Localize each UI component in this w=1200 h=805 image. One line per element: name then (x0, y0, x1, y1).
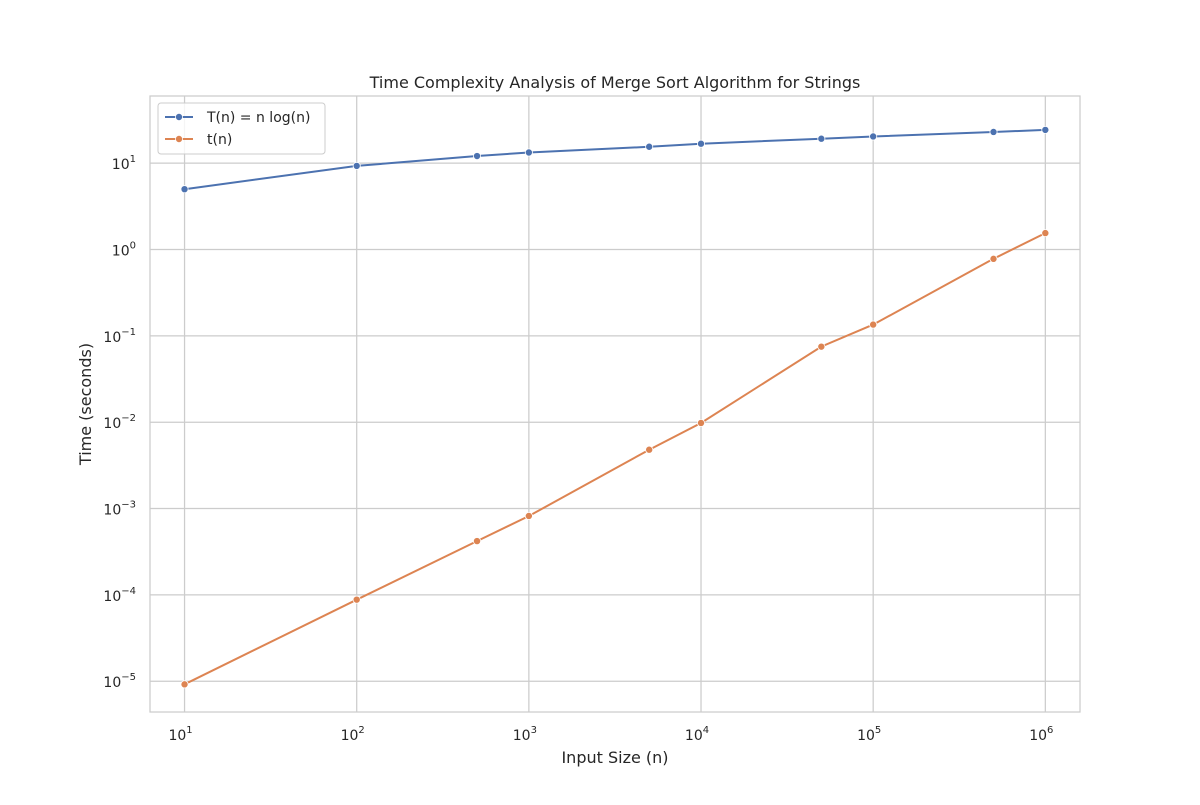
y-tick-exponent: −4 (121, 586, 136, 597)
y-tick-base: 10 (103, 416, 121, 432)
data-point-0 (645, 142, 654, 151)
y-tick-label: 10−1 (103, 327, 136, 346)
legend-box (157, 102, 326, 155)
y-axis-label: Time (seconds) (76, 343, 95, 466)
legend: T(n) = n log(n) t(n) (157, 102, 326, 155)
data-point-0 (817, 134, 826, 143)
x-tick-exponent: 6 (1047, 725, 1053, 736)
tick-layer: 101 102 103 104 105 10610−510−410−310−210−110… (103, 154, 1053, 744)
y-tick-base: 10 (103, 675, 121, 691)
y-tick-base: 10 (112, 244, 130, 260)
y-tick-label: 10−4 (103, 586, 136, 605)
data-point-1 (817, 342, 826, 351)
legend-label-1: t(n) (207, 132, 232, 148)
data-point-0 (180, 185, 189, 194)
data-point-1 (869, 320, 878, 329)
grid-layer (150, 96, 1080, 712)
series-line-1 (184, 232, 1046, 686)
data-point-1 (524, 511, 533, 520)
x-tick-exponent: 2 (358, 725, 364, 736)
y-tick-label: 101 (112, 154, 136, 173)
x-tick-label: 102 (341, 725, 365, 744)
data-point-0 (697, 139, 706, 148)
x-tick-base: 10 (513, 728, 531, 744)
series-layer (180, 125, 1050, 689)
y-tick-base: 10 (103, 330, 121, 346)
legend-marker-1 (174, 134, 183, 143)
y-tick-exponent: 0 (130, 241, 136, 252)
x-tick-base: 10 (168, 728, 186, 744)
x-tick-exponent: 1 (186, 725, 192, 736)
data-point-1 (989, 254, 998, 263)
x-tick-base: 10 (341, 728, 359, 744)
data-point-0 (869, 132, 878, 141)
plot-frame (149, 95, 1081, 713)
x-tick-label: 103 (513, 725, 537, 744)
data-point-1 (697, 418, 706, 427)
y-tick-label: 100 (112, 241, 136, 260)
y-tick-exponent: 1 (130, 154, 136, 165)
data-point-1 (180, 680, 189, 689)
x-tick-exponent: 4 (703, 725, 709, 736)
y-tick-exponent: −2 (121, 413, 136, 424)
x-tick-base: 10 (857, 728, 875, 744)
x-tick-base: 10 (685, 728, 703, 744)
data-point-0 (473, 152, 482, 161)
data-point-0 (989, 127, 998, 136)
data-point-1 (1041, 229, 1050, 238)
y-tick-base: 10 (103, 589, 121, 605)
y-tick-base: 10 (112, 157, 130, 173)
y-tick-base: 10 (103, 503, 121, 519)
y-tick-label: 10−5 (103, 672, 136, 691)
x-tick-exponent: 3 (531, 725, 537, 736)
x-tick-base: 10 (1029, 728, 1047, 744)
y-tick-exponent: −5 (121, 672, 136, 683)
data-point-1 (473, 537, 482, 546)
data-point-1 (645, 445, 654, 454)
y-tick-exponent: −1 (121, 327, 136, 338)
x-tick-label: 104 (685, 725, 709, 744)
legend-label-0: T(n) = n log(n) (206, 110, 310, 126)
x-tick-exponent: 5 (875, 725, 881, 736)
chart-title: Time Complexity Analysis of Merge Sort A… (369, 73, 861, 92)
x-tick-label: 101 (168, 725, 192, 744)
data-point-0 (524, 148, 533, 157)
x-axis-label: Input Size (n) (561, 748, 668, 767)
series-line-0 (184, 128, 1046, 191)
data-point-0 (1041, 125, 1050, 134)
legend-marker-0 (174, 113, 183, 122)
x-tick-label: 105 (857, 725, 881, 744)
y-tick-label: 10−3 (103, 500, 136, 519)
data-point-1 (352, 595, 361, 604)
y-tick-exponent: −3 (121, 500, 136, 511)
y-tick-label: 10−2 (103, 413, 136, 432)
data-point-0 (352, 161, 361, 170)
x-tick-label: 106 (1029, 725, 1053, 744)
